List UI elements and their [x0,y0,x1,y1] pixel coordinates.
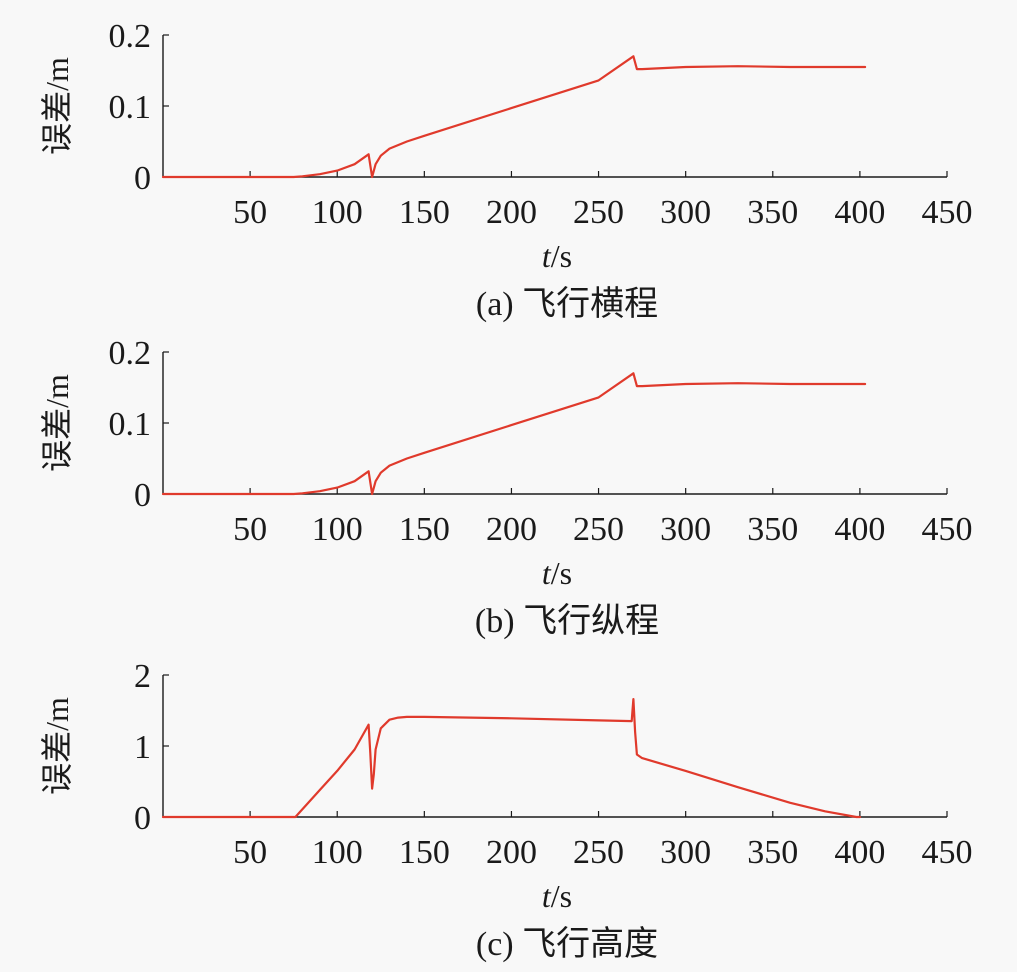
panel-caption: (c) 飞行高度 [476,925,658,963]
x-tick-label: 450 [922,194,973,231]
x-axis-label-unit: /s [551,238,572,274]
x-tick-label: 100 [312,511,363,548]
charts-root: 00.10.250 100 150 200 250 300 350 400 450t/s误差/m… [39,18,973,963]
x-tick-label: 200 [486,194,537,231]
y-tick-label: 1 [134,729,151,766]
x-axis-label-var: t [542,238,552,274]
series-line-1 [161,697,862,819]
x-tick-label: 200 [486,511,537,548]
x-axis-label: t/s [542,555,572,591]
y-tick-label: 0.1 [109,89,152,126]
x-tick-label: 50 [233,194,267,231]
x-tick-label: 300 [660,511,711,548]
x-tick-label: 250 [573,194,624,231]
x-tick-label: 400 [834,194,885,231]
x-tick-label: 200 [486,834,537,871]
panel-caption: (a) 飞行横程 [476,285,658,323]
y-tick-label: 0.2 [109,335,152,372]
x-tick-label: 350 [747,194,798,231]
series-line-1 [161,55,867,179]
x-axis-label: t/s [542,878,572,914]
x-tick-label: 350 [747,511,798,548]
x-tick-label: 450 [922,511,973,548]
chart-panel-1: 0 0.1 0.2 50 100 150 200 250 300 350 400 450 t/s 误差/m… [39,18,973,323]
x-tick-label: 300 [660,194,711,231]
x-tick-label: 300 [660,834,711,871]
x-tick-label: 250 [573,834,624,871]
x-axis-label: t/s [542,238,572,274]
x-tick-label: 150 [399,834,450,871]
x-tick-label: 150 [399,194,450,231]
x-tick-label: 150 [399,511,450,548]
x-axis-label-unit: /s [551,555,572,591]
y-tick-label: 0 [134,800,151,837]
y-tick-label: 0.1 [109,406,152,443]
x-tick-label: 50 [233,511,267,548]
panel-caption: (b) 飞行纵程 [475,602,659,640]
x-tick-label: 250 [573,511,624,548]
x-tick-label: 400 [834,511,885,548]
y-axis-label: 误差/m [39,374,75,472]
x-tick-label: 400 [834,834,885,871]
x-axis-label-unit: /s [551,878,572,914]
y-tick-label: 0.2 [109,18,152,55]
x-tick-label: 50 [233,834,267,871]
y-axis-label: 误差/m [39,57,75,155]
y-tick-label: 2 [134,658,151,695]
x-tick-label: 450 [922,834,973,871]
y-axis-label: 误差/m [39,697,75,795]
series-line-1 [161,372,867,496]
x-tick-label: 350 [747,834,798,871]
x-axis-label-var: t [542,555,552,591]
x-tick-label: 100 [312,194,363,231]
x-tick-label: 100 [312,834,363,871]
x-axis-label-var: t [542,878,552,914]
chart-panel-2: 0 0.1 0.2 50 100 150 200 250 300 350 400 450 t/s 误差/m… [39,335,973,640]
y-tick-label: 0 [134,160,151,197]
y-tick-label: 0 [134,477,151,514]
